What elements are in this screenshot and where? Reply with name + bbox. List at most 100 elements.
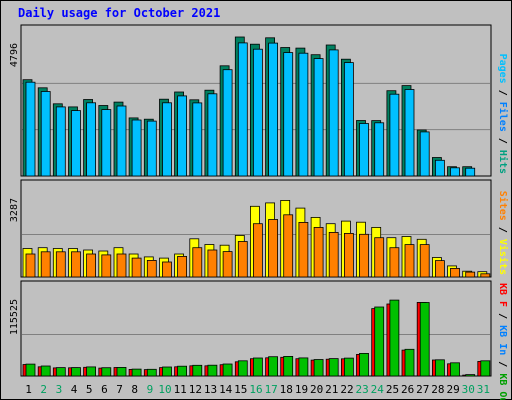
bar-sites-day-30 [465,271,476,278]
x-tick-label: 7 [116,383,123,396]
bar-files-day-12 [192,102,203,177]
y-max-label: 115525 [9,299,20,335]
y-max-label: 3287 [9,198,20,222]
bar-sites-day-4 [71,251,81,278]
x-tick-label: 12 [189,383,202,396]
x-tick-label: 13 [204,383,217,396]
bar-kbout-day-17 [268,356,279,377]
bar-files-day-13 [207,93,218,177]
bar-kbout-day-2 [40,365,51,377]
x-tick-label: 9 [147,383,154,396]
bar-files-day-8 [131,119,142,177]
bar-files-day-22 [343,62,354,177]
bar-files-day-18 [283,52,294,177]
legend-kbin-kbout: KB F / KB In / KB Out [497,283,508,400]
bar-sites-day-17 [268,219,279,278]
bar-files-day-1 [25,81,36,177]
bar-sites-day-3 [55,251,66,278]
panel-visits-sites: 3287 Sites / Visits [9,179,509,278]
legend-item: / [497,138,508,150]
bar-sites-day-10 [162,261,172,278]
x-tick-label: 19 [295,383,308,396]
bar-sites-day-31 [480,273,491,278]
bar-kbout-day-18 [283,355,294,377]
x-tick-label: 28 [431,383,444,396]
bar-sites-day-13 [207,249,218,278]
x-tick-label: 8 [131,383,138,396]
bar-sites-day-23 [359,233,369,278]
legend-hits-files-pages: Pages / Files / Hits [497,54,509,174]
bar-files-day-15 [237,42,248,177]
bar-kbout-day-23 [359,352,369,377]
bar-kbout-day-1 [25,363,36,377]
bar-kbout-day-25 [389,299,400,377]
panel-hits-files-pages: 4796 Pages / Files / Hits [9,24,509,177]
chart-title: Daily usage for October 2021 [18,6,221,20]
bar-sites-day-29 [450,267,460,278]
x-tick-label: 23 [355,383,368,396]
x-tick-label: 30 [462,383,475,396]
bar-files-day-16 [252,48,263,177]
x-tick-label: 27 [416,383,429,396]
bar-sites-day-12 [192,247,203,278]
bar-sites-day-21 [328,231,339,278]
bar-kbout-day-5 [86,366,96,377]
bar-kbout-day-29 [450,362,460,377]
x-tick-label: 17 [265,383,278,396]
bar-files-day-14 [222,69,233,177]
x-tick-label: 16 [249,383,262,396]
bar-files-day-21 [328,49,339,177]
x-tick-label: 11 [174,383,187,396]
bar-sites-day-7 [116,253,127,278]
bar-sites-day-9 [146,259,157,278]
y-max-label: 4796 [9,43,20,67]
x-tick-label: 25 [386,383,399,396]
bar-files-day-24 [374,122,385,177]
bar-kbout-day-22 [343,357,354,377]
bar-files-day-17 [268,42,279,177]
x-tick-label: 20 [310,383,323,396]
bar-kbout-day-15 [237,360,248,377]
bar-sites-day-2 [40,251,51,278]
bar-kbout-day-27 [419,302,430,377]
bar-kbout-day-6 [101,367,112,377]
bar-kbout-day-7 [116,366,127,377]
legend-item: KB In [497,325,508,361]
bar-files-day-25 [389,93,400,177]
bar-kbout-day-24 [374,306,385,377]
x-tick-label: 1 [25,383,32,396]
bar-sites-day-6 [101,254,112,278]
legend-item: Hits [497,150,509,174]
x-tick-label: 2 [40,383,47,396]
bar-kbout-day-12 [192,364,203,377]
x-tick-label: 6 [101,383,108,396]
series-sites [25,214,491,278]
x-tick-label: 29 [446,383,459,396]
bar-kbout-day-30 [465,374,476,377]
bar-sites-day-1 [25,253,36,278]
x-tick-label: 10 [158,383,171,396]
legend-item: Sites [497,191,509,227]
bar-kbout-day-8 [131,368,142,377]
bar-files-day-5 [86,102,96,177]
bar-kbout-day-10 [162,366,172,377]
bar-files-day-9 [146,120,157,177]
legend-item: Visits [497,239,509,275]
bar-files-day-3 [55,106,66,177]
panel-kbin-kbout: 115525 KB F / KB In / KB Out [9,280,508,400]
legend-item: / [497,90,508,102]
bar-sites-day-16 [252,223,263,278]
bar-files-day-30 [465,167,476,177]
bar-sites-day-14 [222,251,233,278]
bar-files-day-28 [434,159,445,177]
bar-kbout-day-31 [480,360,491,377]
bar-kbout-day-4 [71,367,81,377]
bar-files-day-7 [116,105,127,177]
bar-sites-day-8 [131,257,142,278]
bar-kbout-day-3 [55,367,66,377]
bar-files-day-11 [177,95,188,177]
legend-item: / [497,361,508,373]
legend-item: / [497,313,508,325]
bar-kbout-day-9 [146,368,157,377]
bar-files-day-6 [101,109,112,177]
